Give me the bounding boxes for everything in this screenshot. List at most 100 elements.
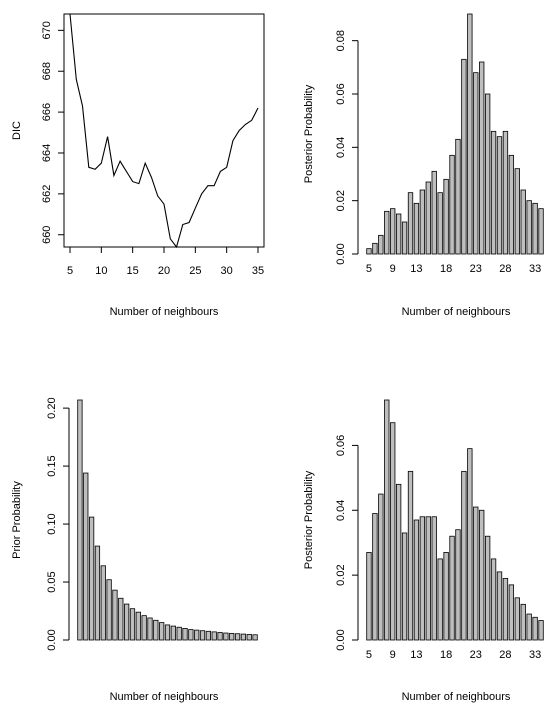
- x-tick-label: 13: [410, 263, 422, 275]
- x-axis-title: Number of neighbours: [402, 306, 511, 318]
- y-tick-label: 0.04: [335, 500, 347, 521]
- bar-34: [538, 620, 544, 641]
- bar-22: [467, 13, 473, 255]
- bar-28: [211, 631, 217, 641]
- y-tick-label: 0.00: [335, 243, 347, 264]
- x-tick-label: 33: [529, 263, 541, 275]
- y-tick-label: 670: [41, 21, 53, 39]
- bar-7: [378, 493, 384, 641]
- bar-5: [77, 399, 83, 641]
- bar-24: [479, 61, 485, 255]
- y-tick-label: 0.05: [46, 571, 58, 592]
- y-tick-label: 0.10: [46, 513, 58, 534]
- x-tick-label: 33: [529, 649, 541, 661]
- y-tick-label: 662: [41, 185, 53, 203]
- bar-17: [437, 558, 443, 641]
- chart-panel-2: 5 9 13 18 23 28 33 0.00 0.02 0.04 0.06 0.08 Number o…: [303, 13, 544, 318]
- bar-14: [419, 516, 426, 641]
- bar-28: [502, 577, 509, 641]
- x-tick-label: 28: [499, 649, 511, 661]
- bar-16: [141, 615, 147, 641]
- x-tick-label: 23: [470, 649, 482, 661]
- bar-31: [520, 603, 526, 641]
- bar-24: [479, 509, 485, 641]
- bar-13: [124, 603, 130, 641]
- bar-18: [443, 178, 449, 255]
- x-tick-label: 35: [252, 265, 264, 277]
- bar-33: [532, 616, 538, 641]
- bar-19: [449, 154, 455, 255]
- bar-34: [538, 208, 544, 255]
- y-tick-label: 664: [41, 144, 53, 162]
- bar-33: [240, 633, 247, 641]
- bar-5: [366, 552, 372, 641]
- bar-13: [413, 202, 420, 255]
- bar-26: [199, 630, 206, 641]
- y-tick-label: 0.04: [335, 137, 347, 158]
- x-tick-label: 23: [470, 263, 482, 275]
- x-tick-label: 30: [221, 265, 233, 277]
- bar-9: [390, 208, 396, 255]
- bar-29: [508, 584, 515, 641]
- x-tick-label: 10: [95, 265, 107, 277]
- bar-16: [431, 170, 437, 255]
- y-axis-title: Prior Probability: [11, 481, 23, 559]
- y-tick-label: 0.00: [46, 629, 58, 650]
- bar-14: [129, 608, 136, 641]
- x-tick-label: 28: [499, 263, 511, 275]
- bar-32: [234, 633, 241, 641]
- bar-33: [532, 202, 538, 255]
- bar-6: [83, 472, 89, 641]
- bar-15: [425, 181, 431, 255]
- bar-31: [229, 632, 235, 641]
- bar-26: [490, 130, 497, 255]
- bar-21: [461, 58, 467, 255]
- bar-14: [419, 189, 426, 255]
- bar-22: [467, 448, 473, 641]
- bar-12: [407, 192, 414, 255]
- bar-27: [496, 136, 503, 255]
- y-axis-title: DIC: [11, 121, 23, 140]
- x-tick-label: 15: [127, 265, 139, 277]
- chart-panel-3: 0.00 0.05 0.10 0.15 0.20 Number of neighbours…: [11, 397, 258, 703]
- bar-7: [88, 516, 95, 641]
- bar-17: [437, 192, 443, 255]
- x-tick-label: 25: [189, 265, 201, 277]
- y-tick-label: 0.00: [335, 629, 347, 650]
- bar-29: [217, 632, 223, 641]
- bar-6: [372, 242, 378, 255]
- y-tick-label: 0.08: [335, 30, 347, 51]
- bar-27: [496, 571, 503, 641]
- bar-29: [508, 154, 515, 255]
- y-tick-label: 0.02: [335, 190, 347, 211]
- bar-26: [490, 558, 497, 641]
- x-axis-title: Number of neighbours: [110, 306, 219, 318]
- plot-frame: [63, 13, 265, 248]
- bar-30: [514, 597, 520, 641]
- bar-8: [94, 545, 101, 641]
- bar-13: [413, 519, 420, 641]
- chart-panel-1: 5 10 15 20 25 30 35 660 662 664 666 668 670 Number of…: [11, 13, 265, 318]
- bar-32: [526, 200, 532, 255]
- bar-16: [431, 516, 437, 641]
- y-tick-label: 0.02: [335, 564, 347, 585]
- bar-9: [390, 422, 396, 641]
- bar-34: [246, 634, 252, 641]
- x-tick-label: 5: [366, 649, 372, 661]
- bar-15: [425, 516, 431, 641]
- bar-18: [443, 552, 449, 641]
- bar-8: [384, 399, 390, 641]
- bar-17: [147, 617, 153, 641]
- bar-15: [135, 611, 141, 641]
- bar-11: [401, 532, 408, 641]
- y-tick-label: 0.15: [46, 455, 58, 476]
- bar-24: [188, 629, 194, 641]
- y-tick-label: 666: [41, 103, 53, 121]
- x-axis-title: Number of neighbours: [402, 691, 511, 703]
- x-tick-label: 18: [440, 649, 452, 661]
- chart-panel-4: 5 9 13 18 23 28 33 0.00 0.02 0.04 0.06 Number of ne…: [303, 399, 544, 703]
- x-tick-label: 20: [158, 265, 170, 277]
- y-axis-title: Posterior Probability: [303, 84, 315, 183]
- bar-10: [395, 483, 402, 641]
- bar-20: [455, 529, 461, 641]
